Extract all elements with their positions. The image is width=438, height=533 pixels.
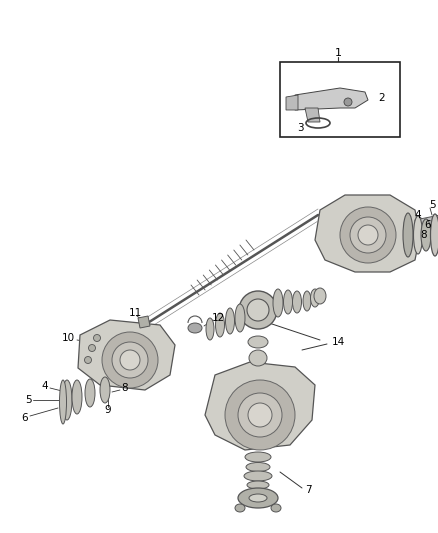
Ellipse shape [431, 214, 438, 256]
Ellipse shape [271, 504, 281, 512]
Text: 7: 7 [305, 485, 311, 495]
Text: 14: 14 [332, 337, 345, 347]
Ellipse shape [311, 289, 319, 307]
Circle shape [102, 332, 158, 388]
Text: 6: 6 [425, 220, 431, 230]
Ellipse shape [303, 291, 311, 311]
Polygon shape [415, 215, 438, 228]
Polygon shape [205, 362, 315, 450]
Ellipse shape [247, 299, 269, 321]
Circle shape [112, 342, 148, 378]
Ellipse shape [226, 308, 234, 334]
Ellipse shape [85, 379, 95, 407]
Text: 12: 12 [212, 313, 225, 323]
Text: 4: 4 [42, 381, 48, 391]
Polygon shape [305, 108, 320, 122]
Text: 4: 4 [415, 210, 421, 220]
Ellipse shape [244, 471, 272, 481]
Circle shape [238, 393, 282, 437]
Circle shape [344, 98, 352, 106]
Circle shape [248, 403, 272, 427]
Polygon shape [295, 88, 368, 110]
Ellipse shape [245, 452, 271, 462]
Ellipse shape [283, 290, 293, 314]
Polygon shape [315, 195, 420, 272]
Circle shape [120, 350, 140, 370]
Ellipse shape [72, 380, 82, 414]
Ellipse shape [413, 216, 423, 254]
Ellipse shape [235, 304, 245, 332]
Circle shape [88, 344, 95, 351]
Ellipse shape [248, 336, 268, 348]
Polygon shape [286, 95, 298, 110]
Polygon shape [138, 316, 150, 328]
Ellipse shape [273, 289, 283, 317]
Ellipse shape [188, 323, 202, 333]
Ellipse shape [421, 219, 431, 251]
Circle shape [350, 217, 386, 253]
Circle shape [93, 335, 100, 342]
Ellipse shape [246, 463, 270, 472]
Circle shape [358, 225, 378, 245]
Ellipse shape [206, 318, 214, 340]
Text: 8: 8 [122, 383, 128, 393]
Ellipse shape [239, 291, 277, 329]
Ellipse shape [100, 377, 110, 403]
Ellipse shape [249, 350, 267, 366]
Ellipse shape [403, 213, 413, 257]
Ellipse shape [62, 380, 72, 420]
Circle shape [225, 380, 295, 450]
Text: 5: 5 [429, 200, 435, 210]
Ellipse shape [314, 288, 326, 304]
Text: 8: 8 [420, 230, 427, 240]
Ellipse shape [247, 481, 269, 489]
Ellipse shape [293, 291, 301, 313]
Ellipse shape [215, 313, 225, 337]
Text: 6: 6 [22, 413, 28, 423]
Circle shape [85, 357, 92, 364]
Ellipse shape [235, 504, 245, 512]
Text: 10: 10 [61, 333, 74, 343]
Ellipse shape [60, 380, 67, 424]
Ellipse shape [238, 488, 278, 508]
Text: 1: 1 [335, 48, 342, 58]
Text: 11: 11 [128, 308, 141, 318]
Text: 5: 5 [25, 395, 31, 405]
Text: 2: 2 [379, 93, 385, 103]
Text: 9: 9 [105, 405, 111, 415]
Bar [280, 62, 400, 137]
Ellipse shape [249, 494, 267, 502]
Polygon shape [78, 320, 175, 390]
Circle shape [340, 207, 396, 263]
Text: 3: 3 [297, 123, 303, 133]
